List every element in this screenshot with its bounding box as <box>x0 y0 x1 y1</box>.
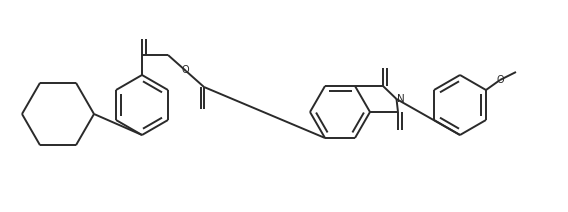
Text: N: N <box>396 94 404 104</box>
Text: O: O <box>181 65 189 75</box>
Text: O: O <box>496 75 504 85</box>
